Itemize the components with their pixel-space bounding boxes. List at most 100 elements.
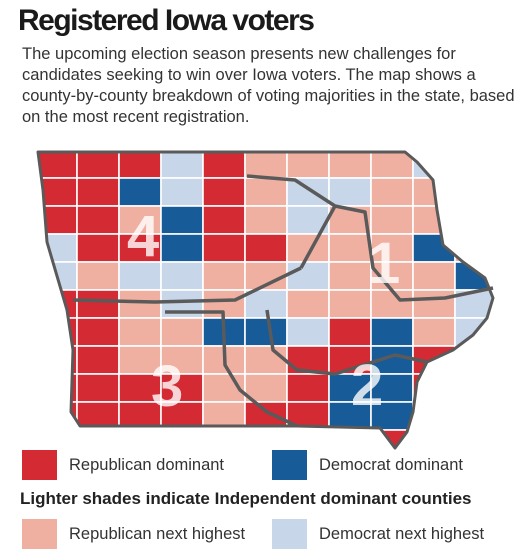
county-cell	[160, 261, 204, 291]
county-cell	[160, 205, 204, 235]
county-cell	[454, 233, 493, 263]
county-cell	[412, 261, 456, 291]
legend-item-democrat-dominant: Democrat dominant	[272, 450, 463, 480]
county-cell	[328, 317, 372, 347]
county-cell	[160, 233, 204, 263]
legend-note: Lighter shades indicate Independent domi…	[20, 489, 472, 508]
legend-item-republican-dominant: Republican dominant	[22, 450, 224, 480]
district-border	[265, 309, 428, 376]
county-cell	[76, 177, 120, 207]
county-cell	[202, 152, 246, 179]
county-cell	[202, 205, 246, 235]
county-cell	[454, 205, 493, 235]
county-cell	[412, 317, 456, 347]
county-cell	[76, 233, 120, 263]
county-cell	[454, 152, 493, 179]
county-cell	[244, 429, 288, 448]
county-cell	[160, 429, 204, 448]
county-cell	[202, 261, 246, 291]
page-title: Registered Iowa voters	[18, 4, 315, 37]
county-cell	[76, 429, 120, 448]
district-number-3: 3	[151, 354, 183, 419]
legend-label: Democrat next highest	[319, 524, 485, 543]
county-cell	[328, 261, 372, 291]
county-cell	[412, 289, 456, 319]
county-cell	[202, 233, 246, 263]
county-cell	[286, 373, 330, 403]
county-cell	[38, 345, 78, 375]
district-number-2: 2	[351, 353, 383, 418]
democrat-next-highest-swatch	[272, 519, 307, 549]
legend-label: Democrat dominant	[319, 455, 463, 474]
county-cell	[76, 373, 120, 403]
county-cell	[454, 177, 493, 207]
county-cell	[118, 317, 162, 347]
republican-next-highest-swatch	[22, 519, 57, 549]
county-cell	[328, 233, 372, 263]
county-cell	[244, 233, 288, 263]
subtitle: The upcoming election season presents ne…	[22, 45, 515, 126]
county-cell	[118, 177, 162, 207]
county-cell	[286, 289, 330, 319]
county-cell	[202, 177, 246, 207]
district-number-1: 1	[368, 231, 400, 296]
county-cell	[76, 317, 120, 347]
county-cell	[244, 317, 288, 347]
county-cell	[244, 152, 288, 179]
district-border	[165, 310, 298, 428]
county-cell	[286, 429, 330, 448]
county-cell	[38, 205, 78, 235]
county-cell	[412, 401, 456, 431]
county-cell	[118, 152, 162, 179]
county-cell	[244, 345, 288, 375]
district-border	[246, 174, 494, 302]
county-cell	[370, 205, 414, 235]
county-cell	[118, 289, 162, 319]
county-cell	[160, 152, 204, 179]
county-cell	[370, 401, 414, 431]
county-cell	[412, 429, 456, 448]
legend-item-democrat-next-highest: Democrat next highest	[272, 519, 484, 549]
county-cell	[160, 289, 204, 319]
district-border	[72, 266, 302, 304]
county-cell	[76, 261, 120, 291]
county-cell	[370, 152, 414, 179]
county-cell	[370, 177, 414, 207]
district-border	[299, 205, 337, 269]
county-cell	[454, 401, 493, 431]
county-cell	[286, 152, 330, 179]
county-cell	[370, 317, 414, 347]
legend-label: Republican dominant	[69, 455, 225, 474]
state-border	[36, 150, 495, 450]
county-cell	[202, 429, 246, 448]
legend-label: Republican next highest	[69, 524, 246, 543]
democrat-dominant-swatch	[272, 450, 307, 480]
county-cell	[454, 429, 493, 448]
county-cell	[118, 429, 162, 448]
republican-dominant-swatch	[22, 450, 57, 480]
county-cell	[328, 177, 372, 207]
county-cell	[328, 429, 372, 448]
county-cell	[454, 373, 493, 403]
county-cell	[118, 261, 162, 291]
county-cell	[412, 205, 456, 235]
county-cell	[244, 205, 288, 235]
county-cell	[328, 289, 372, 319]
county-cell	[244, 177, 288, 207]
county-cell	[76, 289, 120, 319]
county-cell	[38, 233, 78, 263]
county-cell	[76, 205, 120, 235]
county-cell	[454, 345, 493, 375]
county-cell	[160, 177, 204, 207]
county-cell	[38, 429, 78, 448]
county-cell	[76, 345, 120, 375]
iowa-county-map: 1 2 3 4	[36, 150, 495, 450]
county-cell	[286, 177, 330, 207]
county-cell	[76, 152, 120, 179]
county-cell	[328, 152, 372, 179]
district-number-4: 4	[127, 204, 159, 269]
county-cell	[286, 317, 330, 347]
county-cell	[160, 317, 204, 347]
county-cell	[38, 289, 78, 319]
